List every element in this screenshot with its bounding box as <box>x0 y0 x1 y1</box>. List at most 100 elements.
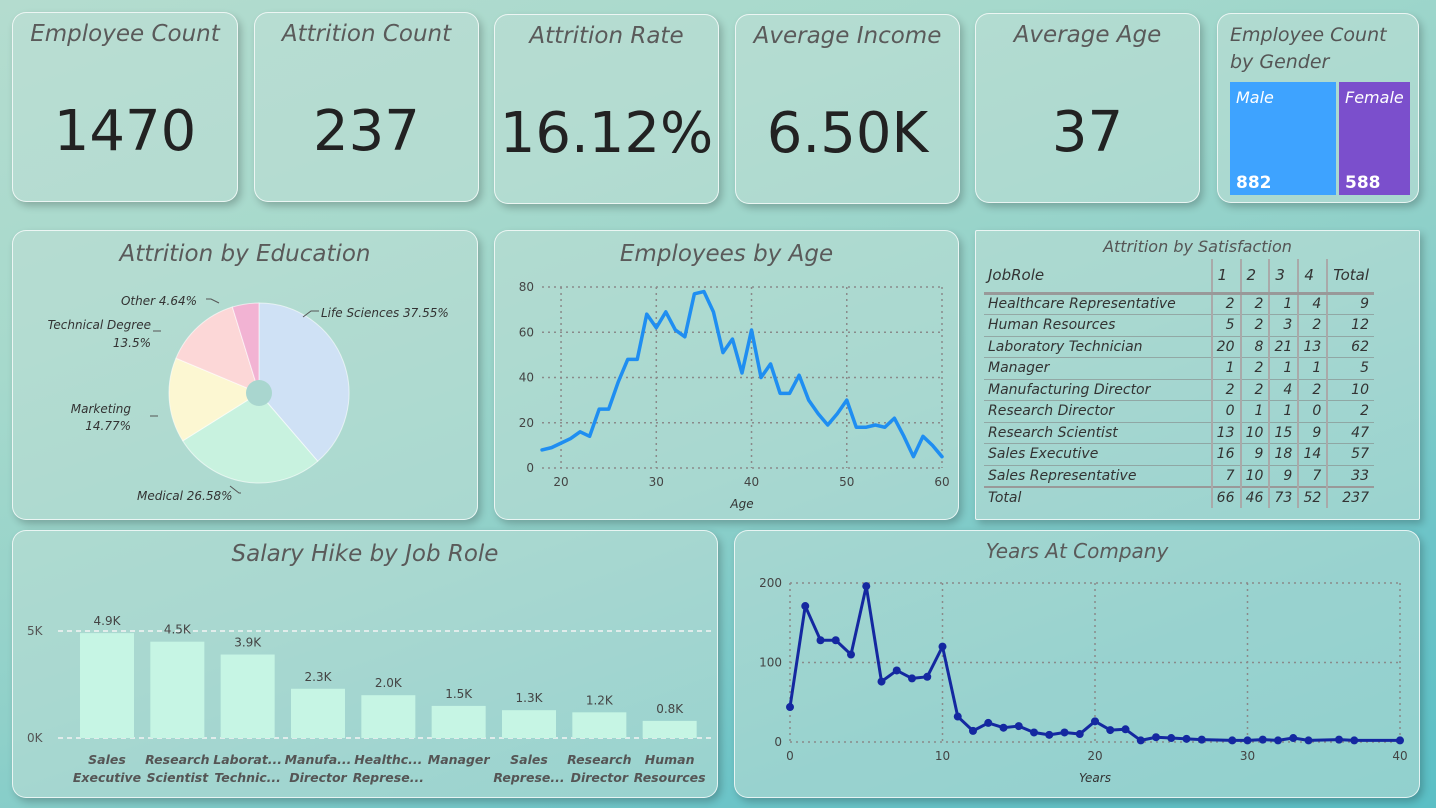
data-point[interactable] <box>923 672 932 681</box>
data-point[interactable] <box>1197 735 1206 744</box>
data-point[interactable] <box>1228 736 1237 745</box>
data-point[interactable] <box>1335 735 1343 744</box>
data-point[interactable] <box>1060 728 1069 737</box>
table-header-4[interactable]: 4 <box>1297 259 1328 295</box>
bar[interactable] <box>361 695 416 738</box>
data-point[interactable] <box>786 703 794 712</box>
data-point[interactable] <box>969 726 977 735</box>
satisfaction-table: JobRole 1 2 3 4 Total Healthcare Represe… <box>984 259 1374 508</box>
bar[interactable] <box>220 654 275 738</box>
data-point[interactable] <box>1014 722 1023 731</box>
table-row[interactable]: Sales Representative 7 10 9 7 33 <box>984 465 1374 487</box>
bar[interactable] <box>572 712 627 738</box>
table-cell-value: 2 <box>1239 357 1270 380</box>
age-line-card: Employees by Age 0 20 40 60 80 20 30 40 50 60 Age <box>494 230 959 520</box>
data-point[interactable] <box>1167 734 1176 743</box>
y-tick-label: 20 <box>519 416 534 430</box>
data-point[interactable] <box>1045 730 1054 739</box>
bar-data-label: 0.8K <box>656 702 684 716</box>
table-row[interactable]: Human Resources 5 2 3 2 12 <box>984 314 1374 337</box>
table-cell-value: 47 <box>1326 422 1374 444</box>
table-cell-role: Research Director <box>984 400 1212 423</box>
series-line[interactable] <box>788 584 1402 742</box>
data-point[interactable] <box>938 642 947 651</box>
table-cell-value: 4 <box>1268 379 1299 401</box>
data-point[interactable] <box>1091 717 1099 726</box>
pie-slice[interactable] <box>168 357 261 442</box>
table-row[interactable]: Healthcare Representative 2 2 1 4 9 <box>984 293 1374 315</box>
x-tick-label: Resources <box>634 770 706 785</box>
table-header-1[interactable]: 1 <box>1210 259 1241 295</box>
table-row[interactable]: Manager 1 2 1 1 5 <box>984 357 1374 380</box>
gender-tile-male[interactable]: Male 882 <box>1230 82 1336 195</box>
data-point[interactable] <box>801 602 810 611</box>
data-point[interactable] <box>1289 734 1298 743</box>
bar[interactable] <box>150 641 205 738</box>
table-header-2[interactable]: 2 <box>1239 259 1270 295</box>
bar-data-label: 4.5K <box>164 623 192 637</box>
x-tick-label: Manager <box>428 752 491 767</box>
data-point[interactable] <box>908 674 916 683</box>
data-point[interactable] <box>953 712 962 721</box>
x-tick-label: Sales <box>88 752 126 767</box>
data-point[interactable] <box>1106 726 1115 735</box>
series-line[interactable] <box>540 289 944 459</box>
table-cell-role: Laboratory Technician <box>984 336 1212 358</box>
table-total-row[interactable]: Total 66 46 73 52 237 <box>984 485 1374 508</box>
table-row[interactable]: Research Director 0 1 1 0 2 <box>984 400 1374 423</box>
bar[interactable] <box>642 720 697 738</box>
data-point[interactable] <box>847 650 855 659</box>
bar[interactable] <box>291 688 345 738</box>
data-point[interactable] <box>1274 736 1282 745</box>
data-point[interactable] <box>999 723 1008 732</box>
y-tick-label: 200 <box>759 576 782 590</box>
data-point[interactable] <box>1258 735 1267 744</box>
kpi-title: Employee Count <box>30 21 220 47</box>
table-header-jobrole[interactable]: JobRole <box>984 259 1212 295</box>
gender-tile-female[interactable]: Female 588 <box>1339 82 1410 195</box>
bar[interactable] <box>80 633 134 738</box>
bar[interactable] <box>431 705 486 738</box>
salary-bar-chart: 0K 5K 4.9K Sales Executive 4.5K Research Scient… <box>27 614 711 785</box>
data-point[interactable] <box>1030 728 1038 737</box>
data-point[interactable] <box>1075 730 1084 739</box>
table-header-3[interactable]: 3 <box>1268 259 1299 295</box>
pie-slice[interactable] <box>175 306 260 394</box>
data-point[interactable] <box>1182 734 1191 743</box>
kpi-card-average-income: Average Income 6.50K <box>735 14 960 204</box>
data-point[interactable] <box>1243 736 1252 745</box>
x-axis-label: Age <box>729 497 753 511</box>
table-cell-value: 2 <box>1239 379 1270 401</box>
education-pie-card: Attrition by Education Life Sciences 37.… <box>12 230 478 520</box>
table-row[interactable]: Manufacturing Director 2 2 4 2 10 <box>984 379 1374 401</box>
data-point[interactable] <box>816 636 825 645</box>
table-header-total[interactable]: Total <box>1326 259 1374 295</box>
table-cell-value: 10 <box>1239 465 1270 487</box>
data-point[interactable] <box>877 677 886 686</box>
data-point[interactable] <box>892 666 901 675</box>
table-row[interactable]: Laboratory Technician 20 8 21 13 62 <box>984 336 1374 358</box>
chart-title: Years At Company <box>985 539 1169 563</box>
bar[interactable] <box>502 710 556 738</box>
x-tick-label: 30 <box>649 475 664 489</box>
table-row[interactable]: Sales Executive 16 9 18 14 57 <box>984 443 1374 466</box>
pie-slice[interactable] <box>258 302 350 462</box>
pie-center-hole <box>246 380 272 406</box>
table-cell-value: 14 <box>1297 443 1328 466</box>
table-cell-value: 7 <box>1297 465 1328 487</box>
data-point[interactable] <box>1121 725 1130 734</box>
y-tick-label: 5K <box>27 624 44 638</box>
table-row[interactable]: Research Scientist 13 10 15 9 47 <box>984 422 1374 444</box>
data-point[interactable] <box>862 582 871 591</box>
data-point[interactable] <box>1396 736 1404 745</box>
y-tick-label: 100 <box>759 656 782 670</box>
data-point[interactable] <box>1152 733 1160 742</box>
data-point[interactable] <box>1304 736 1313 745</box>
data-point[interactable] <box>1136 736 1145 745</box>
data-point[interactable] <box>1350 736 1359 745</box>
data-point[interactable] <box>831 636 840 645</box>
table-cell-value: 66 <box>1210 485 1241 508</box>
pie-slice[interactable] <box>182 392 319 484</box>
data-point[interactable] <box>984 718 993 727</box>
pie-slice[interactable] <box>231 302 260 394</box>
